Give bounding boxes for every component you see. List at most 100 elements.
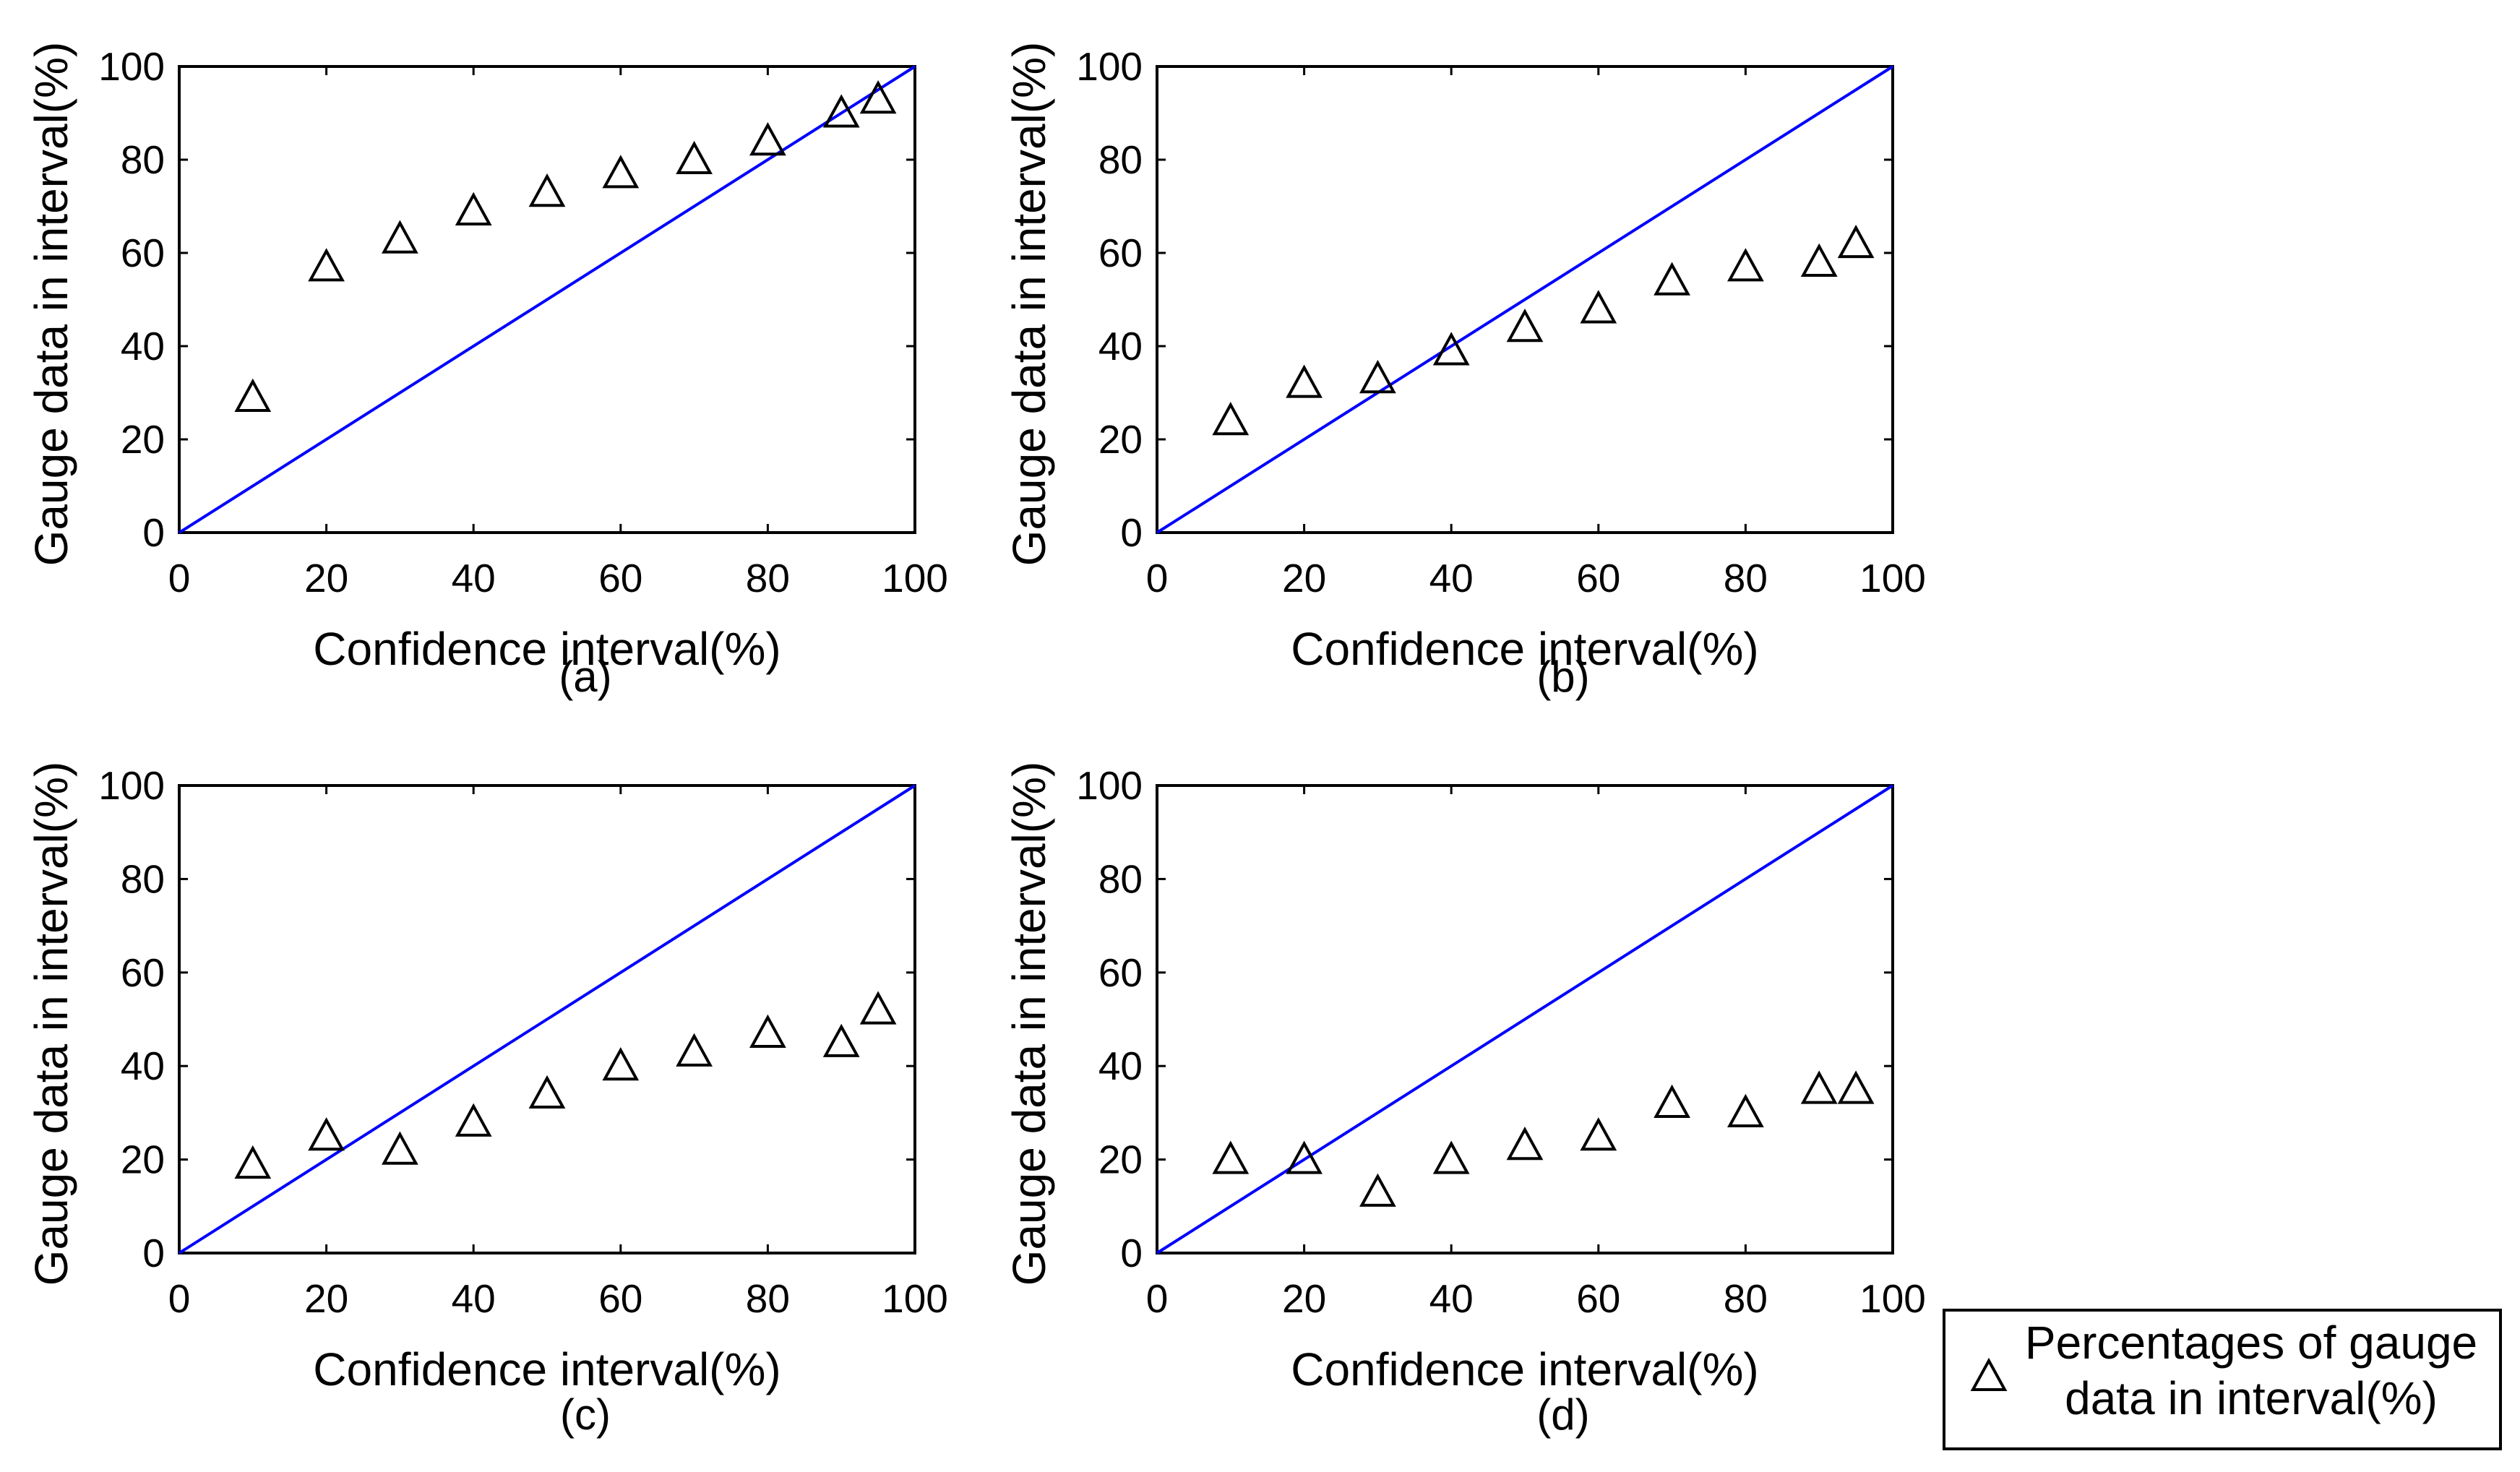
data-point-triangle	[455, 1103, 492, 1137]
y-tick-label: 60	[121, 231, 165, 275]
x-tick-label: 100	[1859, 1276, 1926, 1321]
x-tick-label: 20	[304, 556, 348, 601]
data-point-triangle	[1580, 290, 1617, 324]
data-point-triangle	[676, 1033, 713, 1067]
data-point-triangle	[822, 94, 860, 128]
y-tick-label: 100	[98, 763, 165, 808]
x-axis-title: Confidence interval(%)	[1291, 1343, 1758, 1395]
y-tick-label: 80	[1098, 137, 1143, 182]
data-point-triangle	[749, 122, 786, 156]
y-tick-label: 60	[1098, 950, 1143, 995]
panel-label: (d)	[1536, 1390, 1589, 1439]
x-tick-label: 100	[882, 556, 948, 601]
y-tick-label: 60	[121, 950, 165, 995]
panel-3: 0 20 40 60 80 100 0 20 40 60 80 100 Confidence inter…	[25, 762, 948, 1439]
data-point-triangle	[234, 378, 272, 412]
data-point-triangle	[749, 1014, 786, 1048]
data-point-triangle	[1800, 1070, 1838, 1104]
x-tick-label: 100	[1859, 556, 1926, 601]
data-point-triangle	[308, 248, 345, 282]
x-tick-label: 80	[1724, 1276, 1768, 1321]
x-tick-label: 60	[1576, 556, 1620, 601]
panels: 0 20 40 60 80 100 0 20 40 60 80 100 Confidence inter…	[25, 42, 1926, 1439]
x-tick-label: 60	[598, 556, 642, 601]
y-axis-title: Gauge data in interval(%)	[25, 762, 77, 1286]
data-point-triangle	[1506, 1127, 1544, 1161]
y-tick-label: 100	[98, 44, 165, 89]
data-point-triangle	[676, 140, 713, 175]
y-tick-label: 20	[121, 1137, 165, 1182]
y-tick-label: 20	[121, 417, 165, 462]
x-tick-label: 100	[882, 1276, 948, 1321]
y-axis-title: Gauge data in interval(%)	[1003, 762, 1055, 1286]
x-tick-label: 20	[1282, 1276, 1326, 1321]
y-tick-label: 40	[121, 1043, 165, 1088]
x-axis-title: Confidence interval(%)	[313, 1343, 780, 1395]
y-axis-title: Gauge data in interval(%)	[1003, 42, 1055, 567]
data-point-triangle	[1727, 1093, 1764, 1127]
panel-label: (c)	[560, 1390, 611, 1439]
legend: Percentages of gauge data in interval(%)	[1943, 1309, 2502, 1450]
x-tick-label: 20	[1282, 556, 1326, 601]
x-tick-label: 0	[1146, 1276, 1169, 1321]
panel-1: 0 20 40 60 80 100 0 20 40 60 80 100 Confidence inter…	[25, 42, 948, 701]
x-tick-label: 0	[1146, 556, 1169, 601]
y-tick-label: 20	[1098, 417, 1143, 462]
legend-triangle-icon	[1970, 1357, 2008, 1392]
reference-line	[178, 784, 916, 1254]
panel-label: (a)	[559, 653, 611, 701]
panel-label: (b)	[1536, 653, 1589, 701]
data-point-triangle	[308, 1117, 345, 1151]
data-point-triangle	[1654, 262, 1690, 296]
y-tick-label: 40	[121, 324, 165, 369]
y-tick-label: 40	[1098, 1043, 1143, 1088]
data-point-triangle	[1212, 1140, 1250, 1174]
panel-2: 0 20 40 60 80 100 0 20 40 60 80 100 Confidence inter…	[1003, 42, 1926, 701]
data-point-triangle	[1727, 248, 1764, 282]
data-point-triangle	[528, 173, 566, 207]
x-tick-label: 40	[452, 1276, 496, 1321]
data-point-triangle	[1837, 1070, 1875, 1104]
legend-label-line2: data in interval(%)	[2065, 1372, 2438, 1424]
data-point-triangle	[528, 1075, 566, 1109]
x-tick-label: 0	[168, 556, 191, 601]
legend-box	[1943, 1309, 2502, 1450]
x-tick-label: 80	[746, 556, 790, 601]
data-point-triangle	[859, 991, 897, 1025]
y-tick-label: 100	[1076, 763, 1143, 808]
y-tick-label: 20	[1098, 1137, 1143, 1182]
y-tick-label: 0	[142, 510, 165, 555]
data-point-triangle	[859, 79, 897, 114]
x-tick-label: 60	[1576, 1276, 1620, 1321]
x-tick-label: 60	[598, 1276, 642, 1321]
data-point-triangle	[602, 1047, 640, 1081]
data-point-triangle	[1800, 243, 1838, 277]
x-tick-label: 0	[168, 1276, 191, 1321]
reference-line	[1156, 784, 1894, 1254]
data-point-triangle	[1286, 364, 1323, 398]
x-tick-label: 20	[304, 1276, 348, 1321]
y-tick-label: 80	[1098, 856, 1143, 901]
x-tick-label: 40	[1429, 1276, 1474, 1321]
y-tick-label: 100	[1076, 44, 1143, 89]
x-axis-title: Confidence interval(%)	[313, 623, 780, 675]
legend-label-line1: Percentages of gauge	[2025, 1317, 2477, 1369]
data-point-triangle	[234, 1145, 272, 1179]
data-point-triangle	[1212, 402, 1250, 436]
data-point-triangle	[822, 1023, 860, 1057]
reference-line	[1156, 65, 1894, 534]
data-point-triangle	[1359, 359, 1396, 394]
data-point-triangle	[1506, 309, 1544, 343]
x-tick-label: 40	[1429, 556, 1474, 601]
data-point-triangle	[1580, 1117, 1617, 1151]
x-axis-title: Confidence interval(%)	[1291, 623, 1758, 675]
panel-4: 0 20 40 60 80 100 0 20 40 60 80 100 Confidence inter…	[1003, 762, 1926, 1439]
reference-line	[178, 65, 916, 534]
data-point-triangle	[1654, 1084, 1690, 1118]
y-tick-label: 40	[1098, 324, 1143, 369]
data-point-triangle	[455, 191, 492, 225]
data-point-triangle	[602, 155, 640, 189]
x-tick-label: 80	[746, 1276, 790, 1321]
data-point-triangle	[1837, 224, 1875, 259]
y-tick-label: 80	[121, 137, 165, 182]
